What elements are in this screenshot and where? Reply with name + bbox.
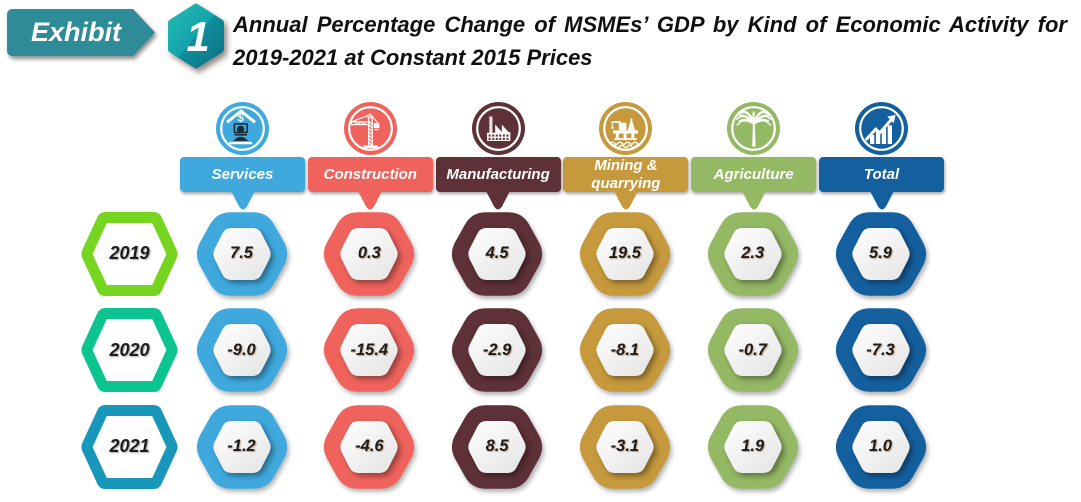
svg-text:$: $ [237,112,244,124]
svg-text:1: 1 [186,13,209,60]
